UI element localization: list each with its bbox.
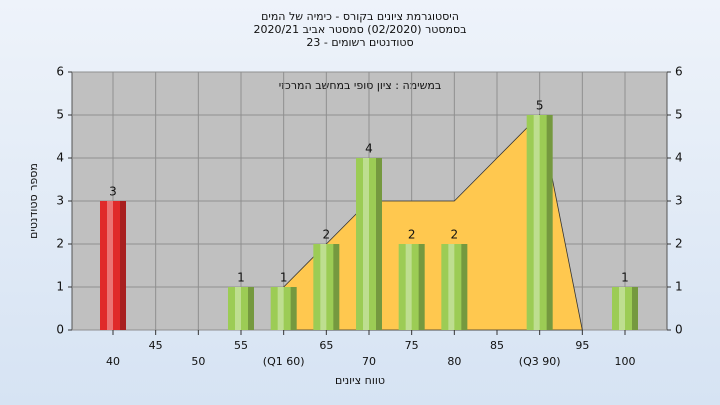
bar-edge [418, 244, 425, 330]
bar [313, 244, 340, 330]
bar-edge [120, 201, 126, 330]
enrolled: סטודנטים רשומים - 23 [306, 36, 413, 49]
bar-highlight [619, 287, 625, 330]
y2-tick-label: 5 [675, 108, 683, 122]
bar [100, 201, 126, 330]
y-tick-label: 4 [56, 151, 64, 165]
y-tick-label: 2 [56, 237, 64, 251]
x-tick-label: (Q3 90) [519, 355, 561, 368]
y2-tick-label: 3 [675, 194, 683, 208]
bar-edge [461, 244, 468, 330]
value-label: 3 [109, 185, 117, 199]
y-tick-label: 0 [56, 323, 64, 337]
y2-tick-label: 1 [675, 280, 683, 294]
value-label: 1 [280, 271, 288, 285]
value-label: 5 [536, 99, 544, 113]
x-tick-label: 55 [234, 339, 248, 352]
y-tick-label: 5 [56, 108, 64, 122]
value-label: 4 [365, 142, 373, 156]
x-tick-label: 65 [319, 339, 333, 352]
value-label: 1 [237, 271, 245, 285]
bar-edge [546, 115, 553, 330]
bar-edge [376, 158, 382, 330]
bar-highlight [363, 158, 369, 330]
chart-subtitle: בסמסטר (02/2020) סמסטר אביב 2020/21 [253, 23, 466, 36]
bar [270, 287, 297, 330]
x-tick-label: 85 [490, 339, 504, 352]
bar [228, 287, 254, 330]
y2-tick-label: 6 [675, 65, 683, 79]
y-axis-label: מספר סטודנטים [27, 163, 40, 239]
bar-edge [248, 287, 254, 330]
bar [398, 244, 425, 330]
x-tick-label: 75 [405, 339, 419, 352]
bar-highlight [235, 287, 241, 330]
y-tick-label: 6 [56, 65, 64, 79]
y-tick-label: 3 [56, 194, 64, 208]
x-tick-label: (Q1 60) [263, 355, 305, 368]
x-tick-label: 70 [362, 355, 376, 368]
bar [526, 115, 553, 330]
y2-tick-label: 4 [675, 151, 683, 165]
x-tick-label: 80 [447, 355, 461, 368]
bar-edge [290, 287, 297, 330]
bar-highlight [448, 244, 455, 330]
x-axis-label: טווח ציונים [335, 374, 385, 387]
x-tick-label: 50 [191, 355, 205, 368]
bar [356, 158, 382, 330]
value-label: 2 [408, 228, 416, 242]
bar-highlight [277, 287, 284, 330]
bar-highlight [320, 244, 327, 330]
bar-highlight [533, 115, 540, 330]
x-tick-label: 95 [575, 339, 589, 352]
bar-highlight [107, 201, 113, 330]
annotation: במשימה : ציון סופי במחשב המרכזי [279, 79, 442, 92]
y2-tick-label: 0 [675, 323, 683, 337]
value-label: 1 [621, 271, 629, 285]
bar [441, 244, 468, 330]
x-tick-label: 40 [106, 355, 120, 368]
bar-edge [333, 244, 340, 330]
bar [612, 287, 638, 330]
bar-highlight [405, 244, 412, 330]
y-tick-label: 1 [56, 280, 64, 294]
x-tick-label: 100 [615, 355, 636, 368]
chart-title: היסטוגרמת ציונים בקורס - כימיה של המים [261, 10, 459, 23]
y2-tick-label: 2 [675, 237, 683, 251]
value-label: 2 [451, 228, 459, 242]
x-tick-label: 45 [149, 339, 163, 352]
bar-edge [632, 287, 638, 330]
value-label: 2 [323, 228, 331, 242]
